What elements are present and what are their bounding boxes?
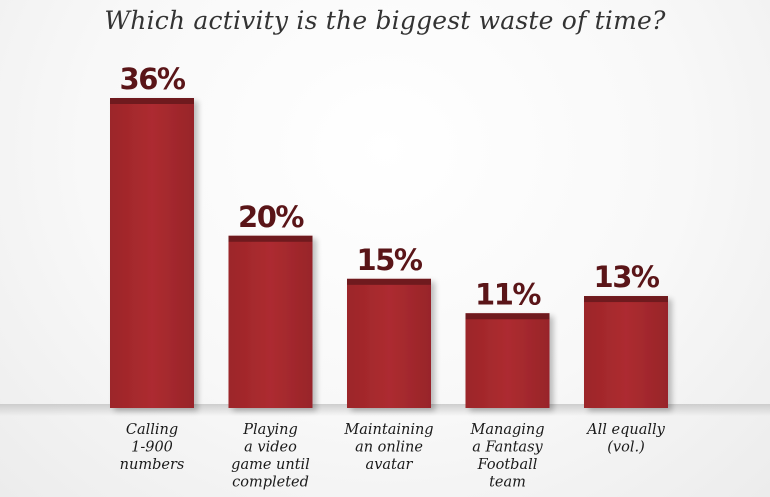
category-label-line: Playing xyxy=(242,422,298,438)
category-label-line: a Fantasy xyxy=(472,440,543,456)
category-label-line: Calling xyxy=(126,422,178,438)
bar-top-cap xyxy=(465,313,550,320)
bar xyxy=(347,278,431,408)
category-label-line: Maintaining xyxy=(343,422,433,438)
category-label-line: All equally xyxy=(585,422,665,438)
bar-value-label: 11% xyxy=(475,277,541,311)
bar-value-label: 15% xyxy=(357,243,423,277)
category-label-line: completed xyxy=(232,475,309,491)
bar xyxy=(228,235,313,408)
category-label-line: game until xyxy=(231,457,310,473)
category-label-line: Football xyxy=(477,457,538,473)
category-label-line: team xyxy=(489,475,526,491)
category-label-line: 1-900 xyxy=(131,440,173,456)
bar-top-cap xyxy=(584,296,668,303)
category-label-line: an online xyxy=(355,440,423,456)
category-label-line: avatar xyxy=(366,457,414,473)
bar-value-label: 13% xyxy=(594,260,660,294)
bar-group xyxy=(347,278,431,408)
bar-group xyxy=(584,296,668,408)
bar-top-cap xyxy=(110,98,194,104)
category-label: All equally (vol.) xyxy=(585,422,665,456)
bar-top-cap xyxy=(347,278,431,285)
bar-group xyxy=(228,235,313,408)
bar-top-cap xyxy=(228,235,313,242)
category-label-line: (vol.) xyxy=(607,440,644,456)
bar-group xyxy=(110,98,194,408)
labels-layer: 36% Calling 1-900 numbers 20% Playing a video g… xyxy=(120,62,666,491)
category-label-line: Managing xyxy=(469,422,544,438)
bar-group xyxy=(465,313,550,408)
category-label: Playing a video game until completed xyxy=(231,422,310,491)
category-label-line: a video xyxy=(244,440,297,456)
bars-layer xyxy=(110,98,668,408)
category-label: Calling 1-900 numbers xyxy=(120,422,185,473)
bar xyxy=(465,313,550,408)
category-label-line: numbers xyxy=(120,457,185,473)
bar-value-label: 20% xyxy=(238,200,304,234)
chart-title: Which activity is the biggest waste of t… xyxy=(104,6,666,35)
bar-value-label: 36% xyxy=(120,62,186,96)
bar xyxy=(584,296,668,408)
category-label: Maintaining an online avatar xyxy=(343,422,433,473)
bar xyxy=(110,98,194,408)
category-label: Managing a Fantasy Football team xyxy=(469,422,544,491)
